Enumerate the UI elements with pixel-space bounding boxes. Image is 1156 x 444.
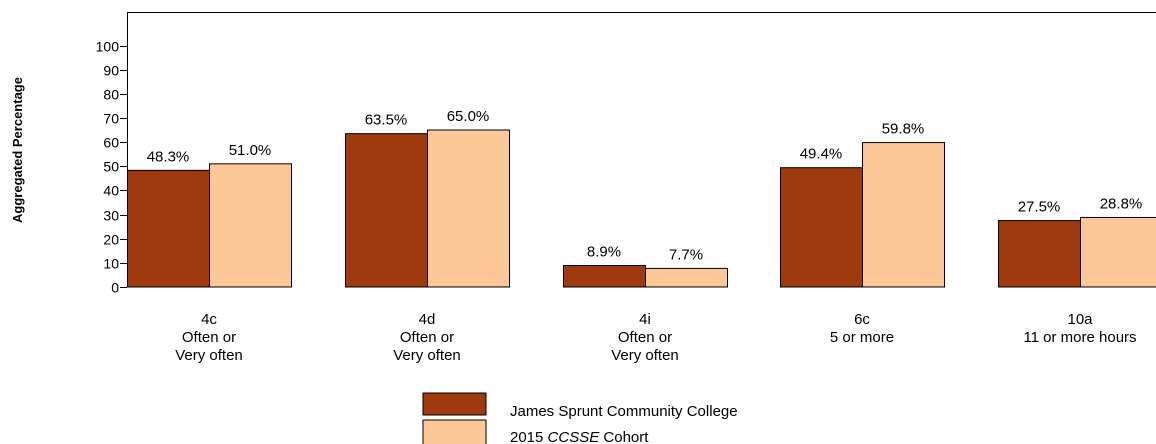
category-label: 4d	[419, 311, 436, 328]
category-label: Often or	[182, 329, 236, 346]
y-ticks: 0 10 20 30 40 50 60 70 80 90 100	[96, 39, 127, 296]
bar-series-1	[998, 220, 1081, 288]
bar-series-2	[862, 142, 945, 288]
data-label-series-2: 28.8%	[1100, 195, 1143, 212]
bar-series-1	[563, 265, 646, 288]
data-label-series-1: 63.5%	[365, 112, 408, 129]
y-tick-label: 90	[103, 63, 119, 79]
y-tick-label: 100	[96, 39, 120, 55]
legend-label-series-2-part-2: CCSSE	[548, 429, 601, 444]
y-axis-label: Aggregated Percentage	[10, 77, 25, 223]
category-label: Very often	[393, 347, 461, 364]
legend-label-series-2: 2015 CCSSE Cohort	[510, 429, 649, 444]
y-tick-label: 50	[103, 159, 119, 175]
bar-series-2	[645, 267, 728, 288]
bar-series-1	[780, 167, 863, 288]
category-label: 5 or more	[830, 329, 894, 346]
y-tick-label: 60	[103, 135, 119, 151]
data-label-series-1: 48.3%	[147, 148, 190, 165]
legend-swatch-series-2	[422, 419, 487, 444]
data-label-series-1: 8.9%	[587, 244, 621, 261]
bar-series-2	[209, 163, 292, 288]
data-label-series-2: 7.7%	[669, 246, 703, 263]
y-tick-label: 40	[103, 183, 119, 199]
data-label-series-2: 65.0%	[447, 108, 490, 125]
category-label: Very often	[611, 347, 679, 364]
category-label: Very often	[175, 347, 243, 364]
data-label-series-2: 51.0%	[229, 142, 272, 159]
category-label: Often or	[618, 329, 672, 346]
category-label: 4c	[201, 311, 217, 328]
bar-series-2	[427, 129, 510, 288]
legend-label-series-2-part-3: Cohort	[599, 429, 649, 444]
data-label-series-1: 27.5%	[1018, 199, 1061, 216]
y-tick-label: 0	[111, 280, 119, 296]
category-label: 11 or more hours	[1023, 329, 1136, 346]
bar-series-1	[127, 169, 210, 288]
bars	[127, 129, 1156, 288]
category-label: 10a	[1067, 311, 1093, 328]
legend-label-series-2-part-1: 2015	[510, 429, 548, 444]
legend-label-series-1: James Sprunt Community College	[510, 403, 738, 420]
legend: James Sprunt Community College 2015 CCSS…	[422, 392, 738, 444]
y-tick-label: 70	[103, 111, 119, 127]
legend-swatch-series-1	[422, 392, 487, 416]
bar-series-1	[345, 133, 428, 288]
data-labels: 48.3% 63.5% 8.9% 49.4% 27.5% 51.0% 65.0% 7.7% 59…	[147, 108, 1143, 263]
data-label-series-2: 59.8%	[882, 121, 925, 138]
category-label: Often or	[400, 329, 454, 346]
category-label: 6c	[854, 311, 870, 328]
data-label-series-1: 49.4%	[800, 146, 843, 163]
y-tick-label: 10	[103, 256, 119, 272]
bar-series-2	[1080, 216, 1156, 288]
y-tick-label: 80	[103, 87, 119, 103]
category-label: 4i	[639, 311, 651, 328]
y-tick-label: 30	[103, 208, 119, 224]
y-tick-label: 20	[103, 232, 119, 248]
